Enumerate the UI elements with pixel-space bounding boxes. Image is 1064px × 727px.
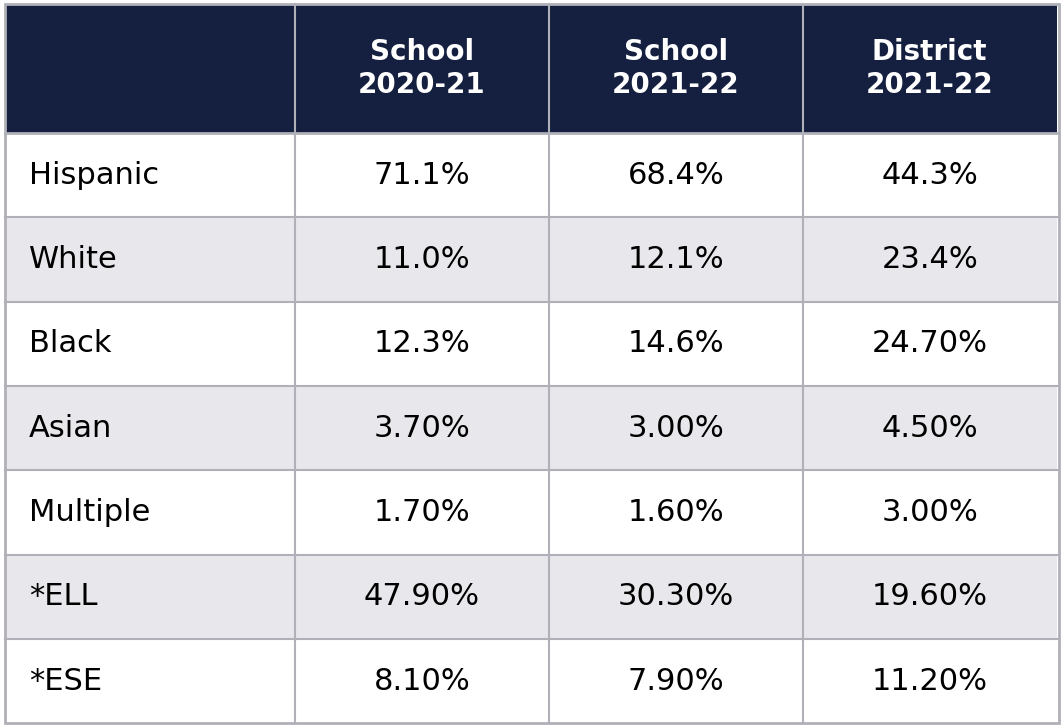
Bar	[549, 470, 802, 555]
Text: 12.1%: 12.1%	[628, 245, 725, 274]
Text: 8.10%: 8.10%	[373, 667, 470, 696]
Text: Hispanic: Hispanic	[29, 161, 159, 190]
Text: 7.90%: 7.90%	[628, 667, 725, 696]
Bar	[5, 302, 295, 386]
Bar	[549, 555, 802, 639]
Text: 3.00%: 3.00%	[628, 414, 725, 443]
Bar	[5, 4, 295, 133]
Text: *ESE: *ESE	[29, 667, 102, 696]
Bar	[295, 4, 549, 133]
Bar	[5, 555, 295, 639]
Bar	[802, 386, 1057, 470]
Bar	[802, 4, 1057, 133]
Text: 24.70%: 24.70%	[871, 329, 987, 358]
Text: School
2020-21: School 2020-21	[359, 38, 486, 99]
Text: 11.0%: 11.0%	[373, 245, 470, 274]
Bar	[295, 639, 549, 723]
Text: 23.4%: 23.4%	[881, 245, 978, 274]
Text: School
2021-22: School 2021-22	[612, 38, 739, 99]
Bar	[5, 217, 295, 302]
Text: Asian: Asian	[29, 414, 112, 443]
Text: 47.90%: 47.90%	[364, 582, 480, 611]
Text: District
2021-22: District 2021-22	[866, 38, 994, 99]
Text: 14.6%: 14.6%	[628, 329, 725, 358]
Text: 4.50%: 4.50%	[881, 414, 978, 443]
Bar	[5, 639, 295, 723]
Text: 44.3%: 44.3%	[881, 161, 978, 190]
Bar	[549, 133, 802, 217]
Text: 11.20%: 11.20%	[871, 667, 987, 696]
Bar	[802, 470, 1057, 555]
Bar	[802, 555, 1057, 639]
Bar	[295, 555, 549, 639]
Text: Black: Black	[29, 329, 112, 358]
Bar	[295, 133, 549, 217]
Bar	[802, 302, 1057, 386]
Bar	[549, 4, 802, 133]
Text: *ELL: *ELL	[29, 582, 97, 611]
Bar	[295, 470, 549, 555]
Text: 1.60%: 1.60%	[628, 498, 725, 527]
Bar	[295, 302, 549, 386]
Text: 3.70%: 3.70%	[373, 414, 470, 443]
Bar	[5, 133, 295, 217]
Bar	[802, 133, 1057, 217]
Text: 71.1%: 71.1%	[373, 161, 470, 190]
Bar	[549, 302, 802, 386]
Text: 19.60%: 19.60%	[871, 582, 987, 611]
Text: 30.30%: 30.30%	[618, 582, 734, 611]
Bar	[549, 386, 802, 470]
Bar	[5, 470, 295, 555]
Text: 3.00%: 3.00%	[881, 498, 978, 527]
Text: Multiple: Multiple	[29, 498, 150, 527]
Text: 1.70%: 1.70%	[373, 498, 470, 527]
Bar	[5, 386, 295, 470]
Bar	[295, 217, 549, 302]
Text: 12.3%: 12.3%	[373, 329, 470, 358]
Text: 68.4%: 68.4%	[628, 161, 725, 190]
Text: White: White	[29, 245, 117, 274]
Bar	[549, 217, 802, 302]
Bar	[549, 639, 802, 723]
Bar	[802, 639, 1057, 723]
Bar	[802, 217, 1057, 302]
Bar	[295, 386, 549, 470]
